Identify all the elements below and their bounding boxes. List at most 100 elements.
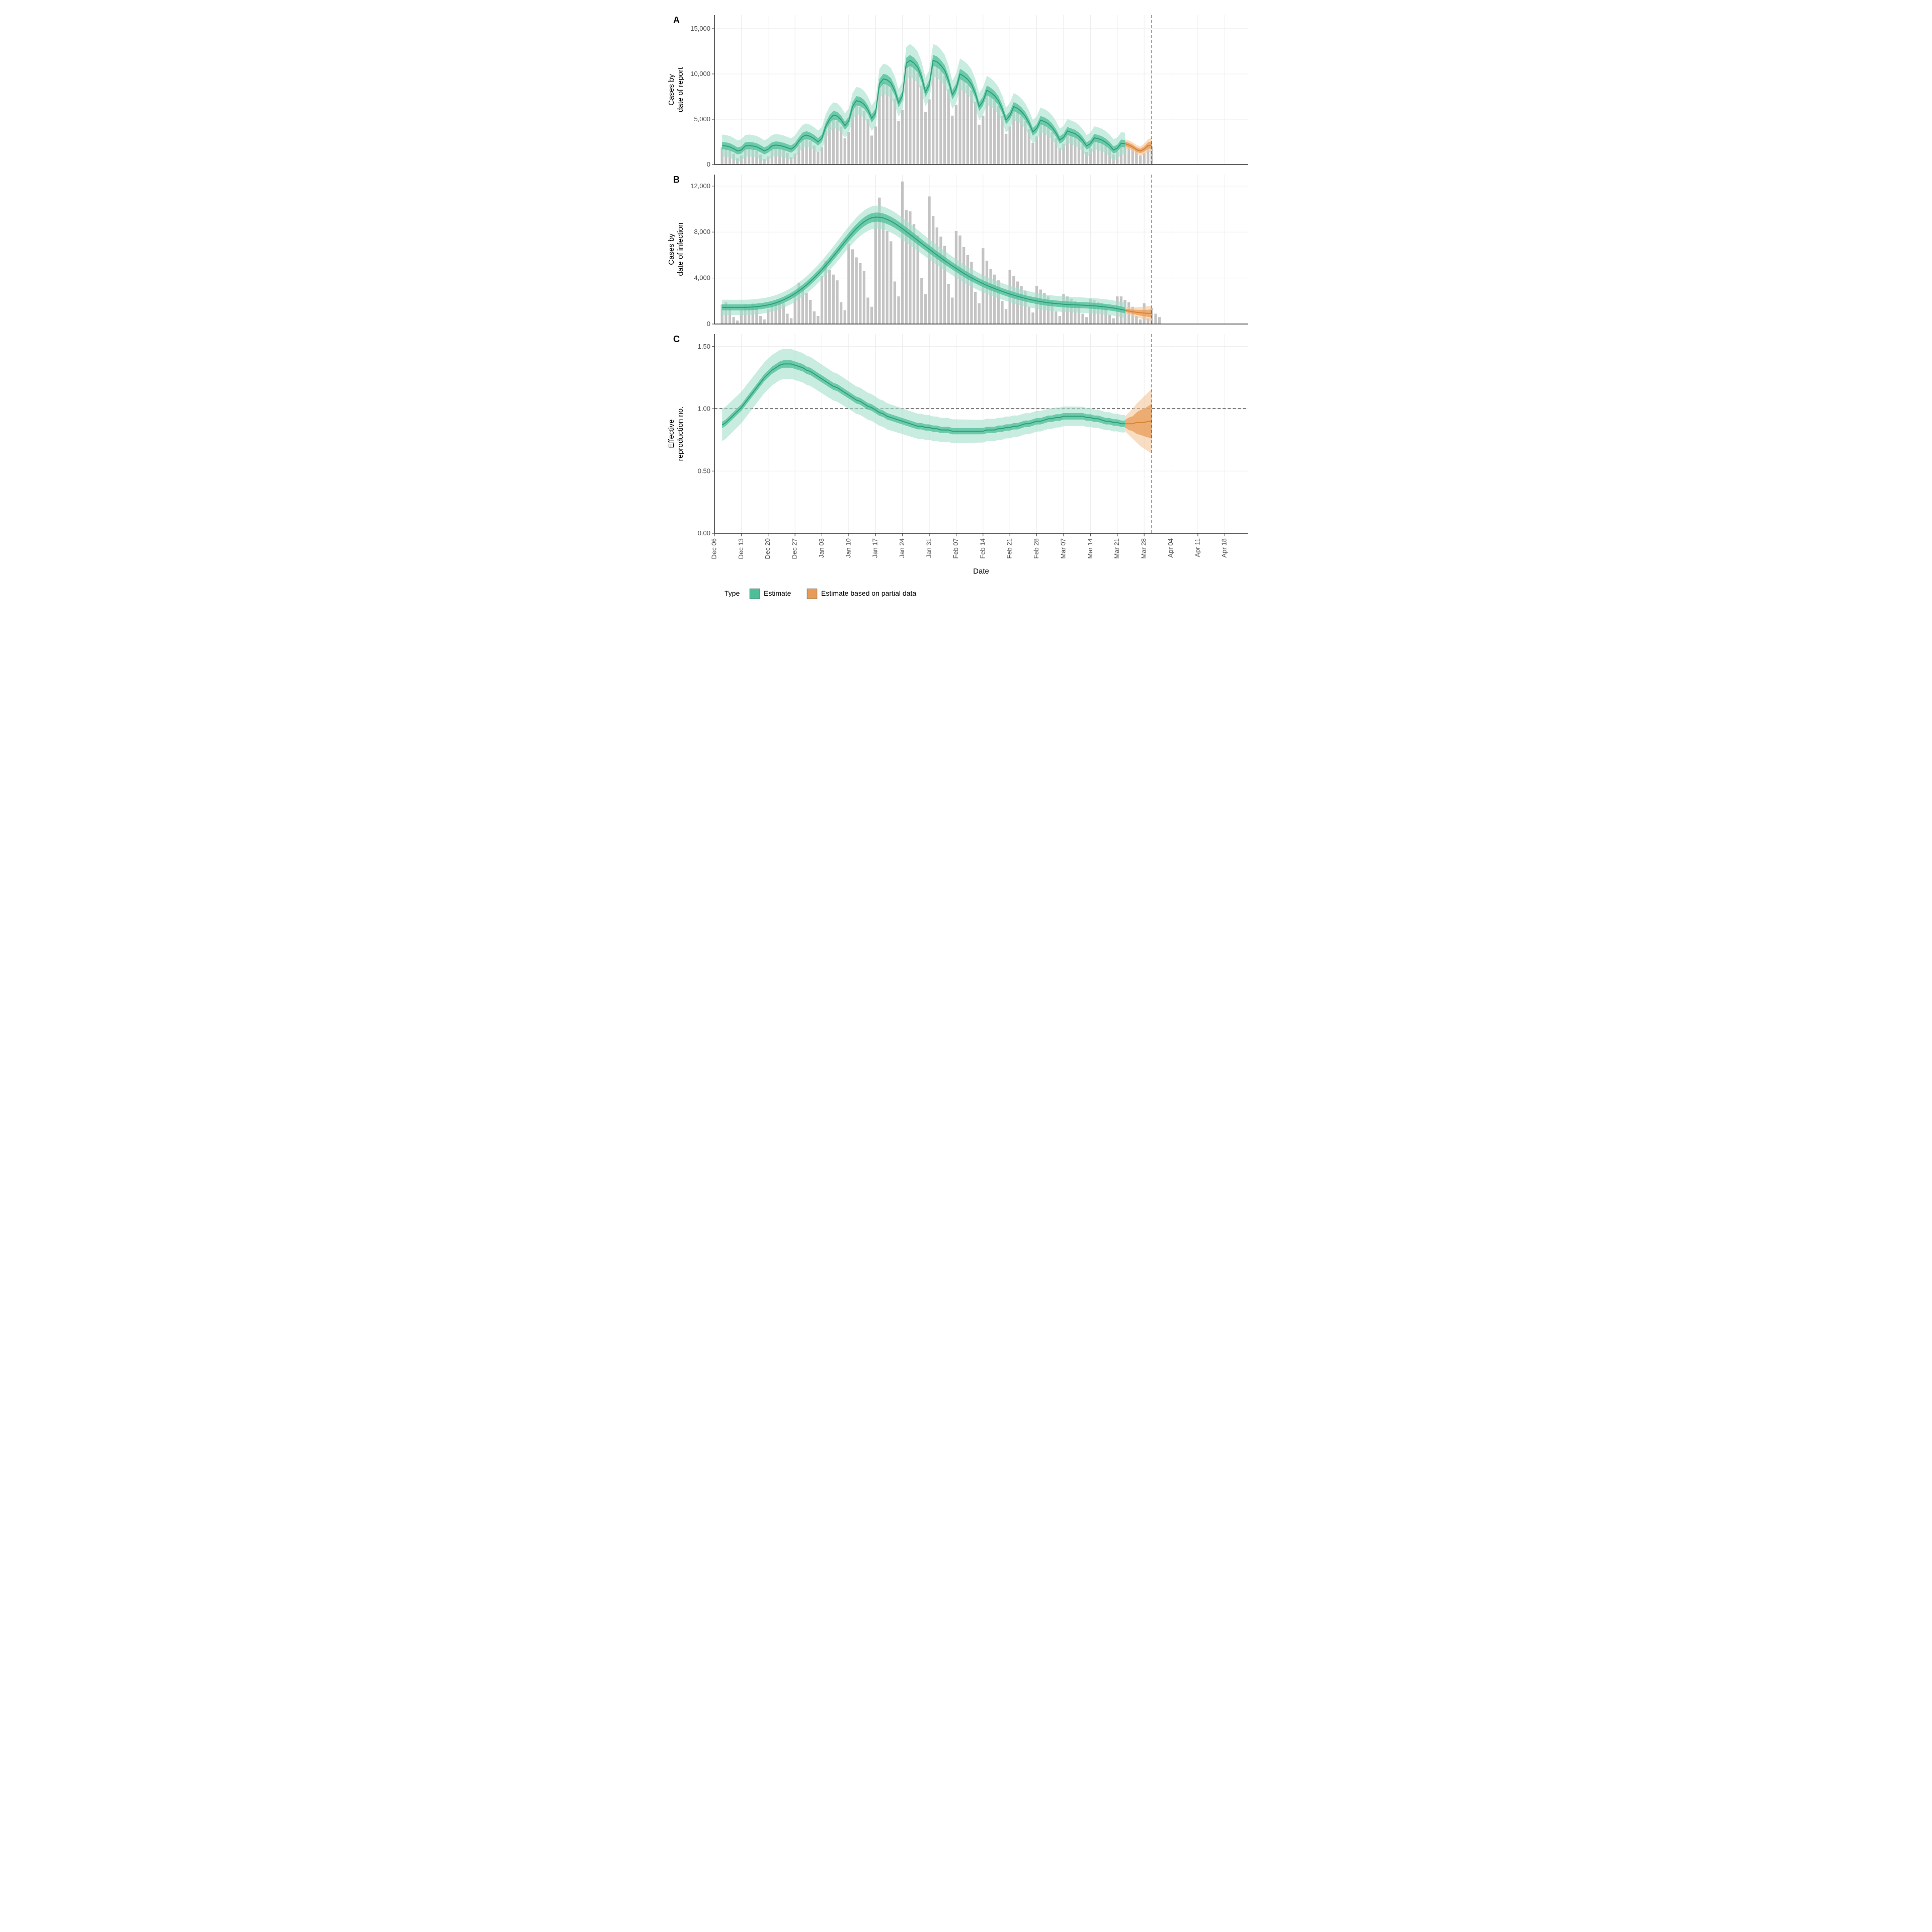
bar bbox=[1108, 315, 1111, 324]
bar bbox=[786, 313, 788, 324]
xtick-label: Jan 03 bbox=[818, 538, 825, 558]
bar bbox=[1085, 317, 1088, 324]
y-axis-label: Cases bydate of report bbox=[667, 67, 685, 112]
bar bbox=[813, 311, 816, 324]
bar bbox=[828, 270, 831, 324]
bar bbox=[805, 293, 808, 324]
bar bbox=[870, 135, 873, 165]
bar bbox=[936, 227, 938, 324]
y-axis-label: Effectivereproduction no. bbox=[667, 407, 685, 461]
xtick-label: Feb 07 bbox=[952, 538, 959, 558]
bar bbox=[1005, 309, 1007, 324]
bar bbox=[809, 300, 812, 324]
bar bbox=[901, 182, 904, 324]
ytick-label: 0 bbox=[707, 320, 710, 328]
xtick-label: Jan 31 bbox=[925, 538, 932, 558]
bar bbox=[886, 85, 888, 165]
xtick-label: Dec 13 bbox=[737, 538, 745, 559]
bar bbox=[817, 152, 819, 165]
ytick-label: 8,000 bbox=[694, 228, 710, 235]
bar bbox=[978, 303, 981, 324]
bar bbox=[920, 86, 923, 165]
bar bbox=[1031, 312, 1034, 324]
ytick-label: 0 bbox=[707, 160, 710, 168]
bar bbox=[874, 216, 877, 324]
bar bbox=[1009, 126, 1011, 165]
bar bbox=[909, 64, 911, 165]
bar bbox=[844, 310, 846, 324]
x-axis: Dec 06Dec 13Dec 20Dec 27Jan 03Jan 10Jan … bbox=[710, 533, 1228, 576]
bar bbox=[897, 121, 900, 165]
xtick-label: Apr 11 bbox=[1193, 538, 1201, 557]
y-axis-label: Cases bydate of infection bbox=[667, 223, 685, 276]
figure-container: 05,00010,00015,000ACases bydate of repor… bbox=[664, 10, 1268, 614]
bar bbox=[1055, 311, 1057, 324]
xtick-label: Feb 21 bbox=[1006, 538, 1013, 558]
xtick-label: Mar 28 bbox=[1140, 538, 1148, 558]
bar bbox=[851, 250, 854, 325]
xtick-label: Apr 18 bbox=[1221, 538, 1228, 557]
legend-title: Type bbox=[725, 589, 740, 597]
legend: TypeEstimateEstimate based on partial da… bbox=[725, 589, 916, 599]
bar bbox=[928, 99, 930, 165]
bar bbox=[840, 302, 842, 324]
bar bbox=[962, 247, 965, 324]
panel-letter: A bbox=[673, 15, 680, 25]
bar bbox=[947, 284, 950, 324]
panel-letter: C bbox=[673, 334, 680, 344]
bar bbox=[951, 116, 953, 165]
bar bbox=[951, 297, 953, 324]
bar bbox=[836, 280, 838, 324]
xtick-label: Jan 24 bbox=[898, 538, 906, 558]
xtick-label: Mar 14 bbox=[1086, 538, 1094, 558]
panel-letter: B bbox=[673, 175, 680, 185]
bar bbox=[955, 105, 957, 165]
bar bbox=[817, 316, 819, 324]
panel-B: 04,0008,00012,000BCases bydate of infect… bbox=[667, 175, 1248, 328]
bar bbox=[870, 307, 873, 324]
bar bbox=[1001, 301, 1003, 324]
bar bbox=[932, 216, 934, 324]
bar bbox=[924, 294, 927, 324]
legend-swatch bbox=[750, 589, 760, 599]
bar bbox=[967, 85, 969, 165]
bar bbox=[821, 276, 823, 324]
bar bbox=[890, 242, 892, 324]
bar bbox=[1059, 316, 1061, 324]
bar bbox=[1139, 319, 1142, 324]
bar bbox=[947, 90, 950, 165]
ytick-label: 0.50 bbox=[698, 467, 710, 474]
bar bbox=[989, 269, 992, 324]
ytick-label: 1.00 bbox=[698, 405, 710, 413]
bar bbox=[1139, 155, 1142, 165]
bar bbox=[894, 281, 896, 324]
ytick-label: 15,000 bbox=[690, 25, 710, 32]
bar bbox=[901, 110, 904, 165]
bar bbox=[790, 318, 792, 324]
bar bbox=[763, 319, 765, 324]
bar bbox=[982, 116, 984, 165]
bar bbox=[928, 196, 930, 324]
bar bbox=[874, 126, 877, 165]
bar bbox=[1154, 313, 1157, 324]
bar bbox=[886, 231, 888, 324]
bar bbox=[1112, 318, 1114, 324]
panel-C: 0.000.501.001.50CEffectivereproduction n… bbox=[667, 334, 1248, 537]
bar bbox=[913, 67, 915, 165]
ytick-label: 1.50 bbox=[698, 343, 710, 350]
bar bbox=[1158, 317, 1161, 324]
bar bbox=[863, 111, 865, 165]
legend-swatch bbox=[807, 589, 817, 599]
bar bbox=[894, 99, 896, 165]
xtick-label: Feb 14 bbox=[979, 538, 986, 558]
bar bbox=[936, 66, 938, 165]
bar bbox=[974, 102, 977, 165]
bar bbox=[866, 297, 869, 324]
panel-A: 05,00010,00015,000ACases bydate of repor… bbox=[667, 15, 1248, 168]
bar bbox=[1005, 134, 1007, 165]
x-axis-label: Date bbox=[973, 567, 989, 576]
xtick-label: Jan 17 bbox=[871, 538, 879, 558]
bar bbox=[924, 112, 927, 165]
bar bbox=[832, 275, 835, 324]
bar bbox=[897, 296, 900, 324]
